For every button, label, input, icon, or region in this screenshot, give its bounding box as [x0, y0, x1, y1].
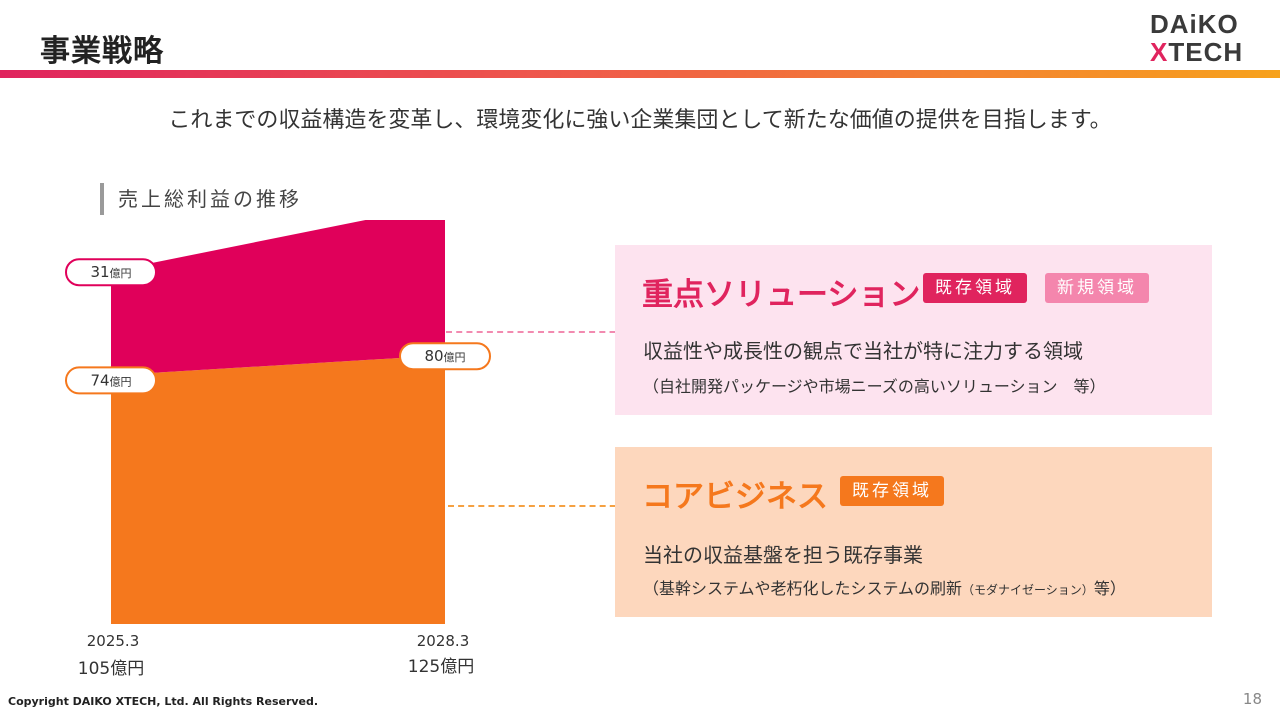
tag-existing-area-core: 既存領域 — [840, 476, 944, 506]
data-label-core-0-box — [65, 366, 157, 395]
gross-profit-area-chart: 31億円45億円74億円80億円 2025.3 2028.3 105億円 125… — [65, 220, 491, 679]
logo-line-xtech: XTECH — [1150, 38, 1260, 66]
data-label-core-0-text: 74億円 — [90, 371, 131, 389]
page-title: 事業戦略 — [40, 34, 164, 69]
x-tick-label-0: 2025.3 — [87, 632, 140, 650]
logo-x-mark: X — [1150, 37, 1169, 67]
x-tick-label-1: 2028.3 — [417, 632, 470, 650]
total-label-1: 125億円 — [408, 657, 474, 677]
data-label-focus-0-box — [65, 258, 157, 287]
connector-core — [448, 505, 636, 507]
title-gradient-bar — [0, 70, 1280, 78]
chart-heading: 売上総利益の推移 — [100, 183, 302, 215]
focus-examples: （自社開発パッケージや市場ニーズの高いソリューション 等） — [643, 377, 1106, 396]
tag-existing-area: 既存領域 — [923, 273, 1027, 303]
panel-focus-solution: 重点ソリューション 既存領域 新規領域 収益性や成長性の観点で当社が特に注力する… — [615, 245, 1212, 415]
focus-description: 収益性や成長性の観点で当社が特に注力する領域 — [643, 339, 1083, 363]
connector-focus — [446, 331, 636, 333]
core-examples: （基幹システムや老朽化したシステムの刷新（モダナイゼーション）等） — [643, 575, 1126, 599]
panel-core-business: コアビジネス 既存領域 当社の収益基盤を担う既存事業 （基幹システムや老朽化した… — [615, 447, 1212, 617]
data-label-core-1: 80億円 — [399, 342, 491, 371]
data-label-core-0: 74億円 — [65, 366, 157, 395]
logo-line-daiko: DAiKO — [1150, 9, 1239, 39]
copyright: Copyright DAIKO XTECH, Ltd. All Rights R… — [8, 695, 319, 708]
area-focus-solution — [111, 220, 445, 376]
focus-title: 重点ソリューション — [642, 277, 921, 313]
lead-statement: これまでの収益構造を変革し、環境変化に強い企業集団として新たな価値の提供を目指し… — [168, 108, 1112, 133]
total-label-0: 105億円 — [78, 659, 144, 679]
data-label-core-1-box — [399, 342, 491, 371]
page-number: 18 — [1242, 690, 1262, 708]
core-examples-end: 等） — [1093, 579, 1126, 598]
tag-new-area: 新規領域 — [1045, 273, 1149, 303]
core-title: コアビジネス — [642, 479, 828, 515]
data-label-focus-0: 31億円 — [65, 258, 157, 287]
company-logo: DAiKO XTECH — [1150, 10, 1260, 66]
area-core-business — [111, 355, 445, 624]
data-label-core-1-text: 80億円 — [424, 347, 465, 365]
logo-tech-text: TECH — [1168, 37, 1244, 67]
core-examples-small: （モダナイゼーション） — [962, 583, 1094, 597]
core-description: 当社の収益基盤を担う既存事業 — [643, 543, 923, 567]
core-examples-main: （基幹システムや老朽化したシステムの刷新 — [643, 579, 963, 598]
data-label-focus-0-text: 31億円 — [90, 263, 131, 281]
